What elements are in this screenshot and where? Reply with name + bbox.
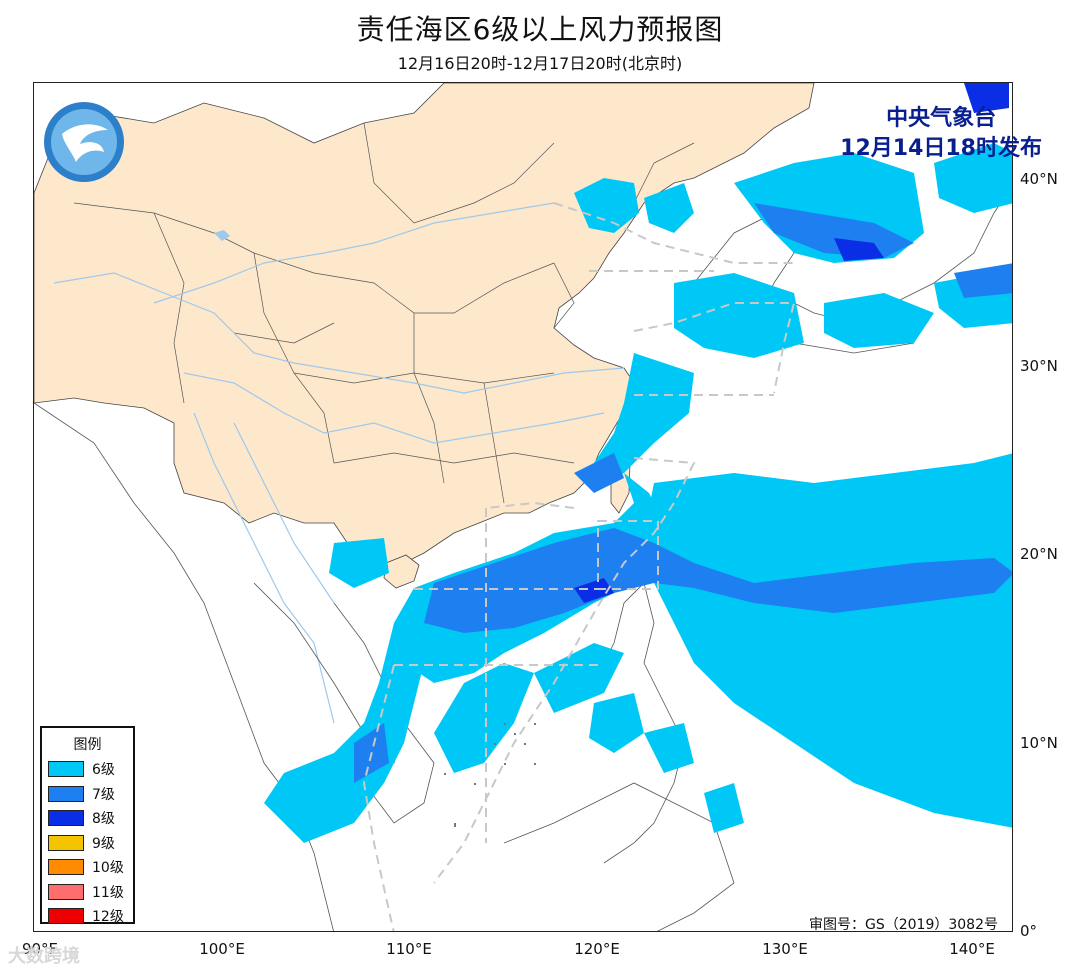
hainan-island (383, 554, 420, 589)
lon-tick-100: 100°E (199, 940, 245, 958)
lon-tick-110: 110°E (386, 940, 432, 958)
approval-number: 审图号：GS（2019）3082号 (809, 917, 998, 933)
legend-label: 7级 (92, 786, 115, 803)
legend-label: 6级 (92, 762, 115, 779)
legend-item: 9级 (42, 831, 133, 856)
lat-tick-40: 40°N (1020, 170, 1058, 188)
legend-swatch (48, 761, 84, 778)
watermark: 大数跨境 (8, 946, 80, 967)
map-title: 责任海区6级以上风力预报图 (356, 13, 724, 46)
legend-item: 8级 (42, 806, 133, 831)
legend-swatch (48, 785, 84, 802)
lat-tick-30: 30°N (1020, 357, 1058, 375)
lat-tick-0: 0° (1020, 922, 1038, 940)
legend-item: 6级 (42, 757, 133, 782)
lon-tick-130: 130°E (762, 940, 808, 958)
legend-item: 7级 (42, 782, 133, 807)
lat-tick-20: 20°N (1020, 545, 1058, 563)
province-borders (73, 122, 695, 504)
legend-swatch (48, 834, 84, 851)
lon-tick-120: 120°E (574, 940, 620, 958)
legend: 图例 6级 7级 8级 9级 10级 11级 12级 (40, 726, 135, 925)
issuer-name: 中央气象台 (886, 106, 997, 131)
legend-item: 11级 (42, 880, 133, 905)
south-china-sea-islands (444, 723, 536, 827)
legend-swatch (48, 859, 84, 876)
map-canvas (34, 83, 1012, 931)
legend-title: 图例 (73, 737, 102, 753)
legend-swatch (48, 908, 84, 925)
legend-item: 12级 (42, 904, 133, 929)
legend-item: 10级 (42, 855, 133, 880)
wind-forecast-map (33, 82, 1013, 932)
wind-level-8-areas (574, 83, 1009, 603)
legend-label: 12级 (92, 909, 124, 926)
legend-swatch (48, 883, 84, 900)
lon-tick-140: 140°E (949, 940, 995, 958)
legend-label: 8级 (92, 811, 115, 828)
map-subtitle: 12月16日20时-12月17日20时(北京时) (397, 54, 683, 73)
cma-logo-icon (42, 100, 126, 184)
legend-swatch (48, 810, 84, 827)
issuer-time: 12月14日18时发布 (840, 136, 1042, 161)
lake (214, 230, 230, 241)
rivers (53, 202, 625, 724)
legend-label: 11级 (92, 884, 124, 901)
issuer-block: 中央气象台 12月14日18时发布 (840, 104, 1042, 164)
legend-label: 9级 (92, 835, 115, 852)
lon-tick-90: 90°E (21, 940, 59, 958)
lat-tick-10: 10°N (1020, 734, 1058, 752)
legend-label: 10级 (92, 860, 124, 877)
sea-zone-boundaries (362, 202, 796, 931)
